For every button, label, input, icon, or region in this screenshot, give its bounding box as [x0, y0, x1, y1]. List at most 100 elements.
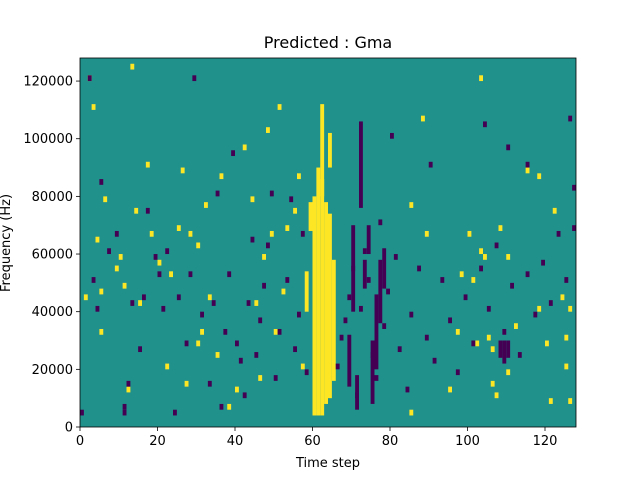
heatmap-cell-high	[479, 75, 483, 82]
heatmap-cell-low	[506, 144, 511, 151]
heatmap-cell-high	[242, 144, 247, 151]
heatmap-cell-high	[235, 386, 239, 393]
heatmap-cell-high	[537, 305, 542, 312]
heatmap-cell-high	[320, 104, 325, 197]
heatmap-cell-high	[331, 259, 336, 381]
heatmap-cell-high	[165, 363, 170, 370]
heatmap-cell-low	[231, 150, 235, 157]
heatmap-cell-high	[138, 300, 142, 306]
heatmap-cell-low	[289, 196, 294, 203]
heatmap-cell-high	[258, 375, 263, 381]
y-tick-label: 60000	[32, 248, 73, 263]
heatmap-cell-low	[374, 294, 379, 370]
heatmap-cell-low	[390, 132, 394, 139]
y-tick-label: 100000	[23, 132, 73, 147]
heatmap-cell-high	[126, 386, 131, 393]
heatmap-cell-low	[366, 277, 371, 283]
y-axis: 0 20000 40000 60000 80000 100000 120000	[23, 75, 80, 436]
heatmap-cell-low	[548, 300, 553, 306]
heatmap-cell-high	[537, 173, 542, 180]
heatmap-cell-low	[227, 271, 232, 278]
heatmap-cell-high	[498, 225, 503, 231]
heatmap-cell-low	[339, 334, 344, 341]
heatmap-cell-high	[219, 173, 224, 180]
heatmap-cell-low	[130, 300, 135, 306]
heatmap-cell-low	[362, 248, 367, 255]
heatmap-cell-high	[103, 196, 108, 203]
heatmap-cell-low	[258, 317, 263, 324]
x-axis-label: Time step	[295, 456, 360, 471]
heatmap-cell-high	[300, 363, 305, 370]
heatmap-cell-high	[316, 167, 321, 416]
heatmap-cell-high	[157, 259, 162, 266]
heatmap-cell-low	[510, 282, 514, 289]
heatmap-cell-high	[250, 196, 255, 203]
heatmap-cell-high	[91, 104, 96, 110]
heatmap-cell-low	[238, 357, 243, 364]
heatmap-cell-high	[118, 254, 123, 260]
heatmap-cell-low	[297, 311, 301, 318]
heatmap-cell-high	[459, 271, 464, 278]
heatmap-cell-low	[176, 294, 181, 301]
heatmap-cell-low	[219, 403, 224, 410]
heatmap-cell-low	[525, 161, 530, 168]
heatmap-cell-low	[188, 271, 193, 278]
heatmap-cell-high	[169, 271, 173, 278]
heatmap-cell-high	[490, 346, 495, 353]
heatmap-cell-high	[277, 104, 282, 110]
heatmap-cell-low	[568, 115, 573, 122]
heatmap-cell-low	[347, 334, 352, 387]
y-tick-label: 20000	[32, 363, 73, 378]
heatmap-cell-low	[494, 242, 499, 249]
heatmap-cell-low	[448, 317, 452, 324]
heatmap-cells	[80, 58, 576, 427]
heatmap-cell-low	[506, 340, 511, 358]
heatmap-cell-high	[552, 207, 557, 214]
heatmap-cell-low	[157, 271, 162, 278]
heatmap-cell-low	[246, 300, 251, 306]
chart-title: Predicted : Gma	[264, 33, 392, 52]
heatmap-cell-low	[424, 334, 429, 341]
heatmap-cell-high	[188, 230, 193, 237]
heatmap-cell-low	[254, 352, 259, 358]
heatmap-cell-high	[483, 254, 487, 260]
heatmap-cell-low	[200, 311, 204, 318]
heatmap-cell-high	[83, 294, 88, 301]
heatmap-cell-high	[134, 207, 139, 214]
heatmap-cell-high	[467, 230, 472, 237]
heatmap-cell-low	[359, 121, 363, 208]
heatmap-cell-low	[564, 277, 569, 283]
heatmap-cell-high	[424, 230, 429, 237]
heatmap-cell-high	[293, 207, 297, 214]
heatmap-cell-low	[122, 409, 127, 416]
heatmap-cell-low	[126, 380, 131, 387]
heatmap-cell-high	[328, 213, 332, 399]
heatmap-cell-low	[463, 294, 468, 301]
heatmap-cell-low	[304, 369, 309, 376]
heatmap-cell-low	[572, 184, 576, 191]
heatmap-cell-low	[370, 352, 375, 358]
heatmap-cell-low	[145, 207, 150, 214]
heatmap-cell-low	[192, 75, 197, 82]
heatmap-cell-low	[397, 346, 402, 353]
x-tick-label: 120	[533, 434, 558, 449]
heatmap-cell-low	[114, 230, 119, 237]
heatmap-cell-high	[149, 230, 154, 237]
heatmap-cell-high	[409, 202, 414, 208]
heatmap-cell-high	[204, 202, 208, 208]
x-tick-label: 20	[149, 434, 166, 449]
heatmap-cell-high	[494, 392, 499, 399]
heatmap-cell-high	[475, 340, 480, 347]
heatmap-cell-low	[161, 305, 166, 312]
heatmap-cell-high	[304, 271, 309, 312]
heatmap-cell-high	[130, 63, 135, 70]
heatmap-cell-low	[215, 190, 220, 197]
heatmap-cell-low	[386, 288, 390, 295]
heatmap-cell-high	[568, 305, 573, 312]
heatmap-cell-low	[107, 248, 111, 255]
heatmap-cell-high	[312, 196, 317, 416]
heatmap-cell-high	[324, 202, 328, 404]
heatmap-cell-high	[122, 282, 127, 289]
heatmap-cell-high	[273, 328, 278, 335]
heatmap-cell-low	[355, 392, 359, 399]
